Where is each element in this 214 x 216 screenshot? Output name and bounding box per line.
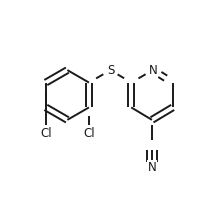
Text: N: N: [148, 161, 156, 174]
Text: Cl: Cl: [83, 127, 95, 140]
Text: N: N: [149, 64, 157, 77]
Text: S: S: [107, 64, 114, 77]
Text: Cl: Cl: [40, 127, 52, 140]
